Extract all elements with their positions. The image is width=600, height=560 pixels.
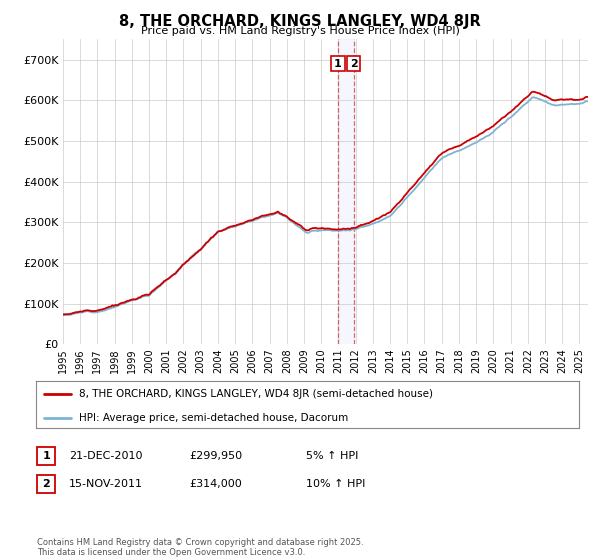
Text: 2: 2 [43, 479, 50, 489]
Text: 2: 2 [350, 59, 358, 69]
Text: 1: 1 [334, 59, 342, 69]
Text: Contains HM Land Registry data © Crown copyright and database right 2025.
This d: Contains HM Land Registry data © Crown c… [37, 538, 364, 557]
Text: 15-NOV-2011: 15-NOV-2011 [69, 479, 143, 489]
Text: 10% ↑ HPI: 10% ↑ HPI [306, 479, 365, 489]
Text: £314,000: £314,000 [189, 479, 242, 489]
Text: 21-DEC-2010: 21-DEC-2010 [69, 451, 143, 461]
Text: 8, THE ORCHARD, KINGS LANGLEY, WD4 8JR: 8, THE ORCHARD, KINGS LANGLEY, WD4 8JR [119, 14, 481, 29]
Text: £299,950: £299,950 [189, 451, 242, 461]
Text: 8, THE ORCHARD, KINGS LANGLEY, WD4 8JR (semi-detached house): 8, THE ORCHARD, KINGS LANGLEY, WD4 8JR (… [79, 389, 433, 399]
Text: 5% ↑ HPI: 5% ↑ HPI [306, 451, 358, 461]
Bar [338, 39, 353, 344]
Text: HPI: Average price, semi-detached house, Dacorum: HPI: Average price, semi-detached house,… [79, 413, 349, 423]
Text: Price paid vs. HM Land Registry's House Price Index (HPI): Price paid vs. HM Land Registry's House … [140, 26, 460, 36]
Text: 1: 1 [43, 451, 50, 461]
